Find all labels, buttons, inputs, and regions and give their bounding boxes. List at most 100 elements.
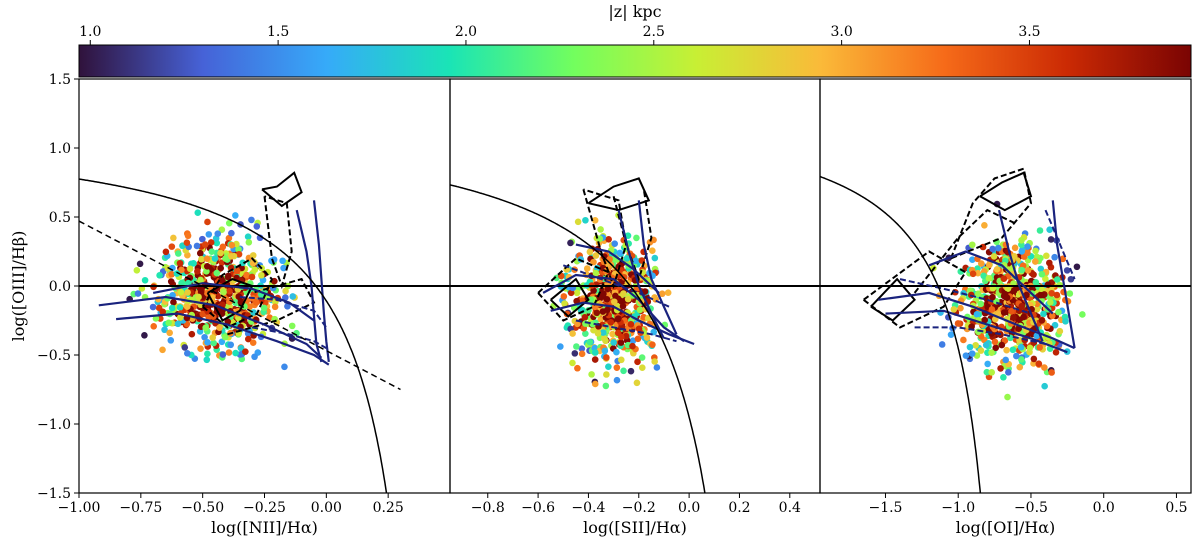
data-point bbox=[992, 344, 1000, 352]
data-point bbox=[168, 271, 175, 278]
data-point bbox=[651, 358, 658, 365]
data-point bbox=[203, 255, 211, 263]
colorbar bbox=[78, 44, 1192, 78]
data-point bbox=[982, 341, 990, 349]
data-point bbox=[1005, 368, 1012, 376]
data-point bbox=[988, 369, 996, 376]
data-point bbox=[161, 326, 168, 334]
data-point bbox=[1030, 271, 1037, 278]
model-grid-navy bbox=[550, 301, 695, 346]
model-grid-black bbox=[550, 277, 590, 318]
data-point bbox=[1053, 291, 1061, 299]
data-point bbox=[282, 294, 289, 301]
data-point bbox=[600, 290, 607, 298]
data-point bbox=[629, 342, 636, 350]
data-point bbox=[218, 276, 225, 284]
data-point bbox=[1036, 344, 1043, 351]
data-point bbox=[605, 363, 612, 370]
data-point bbox=[149, 303, 157, 311]
data-point bbox=[183, 350, 191, 357]
data-point bbox=[218, 226, 226, 233]
data-point bbox=[195, 293, 202, 301]
y-tick-label: 0.5 bbox=[49, 210, 71, 226]
data-point bbox=[184, 289, 191, 296]
data-point bbox=[1032, 247, 1039, 255]
data-point bbox=[605, 236, 612, 243]
data-point bbox=[1048, 289, 1056, 297]
data-point bbox=[251, 266, 259, 273]
data-point bbox=[613, 376, 621, 384]
data-point bbox=[974, 269, 982, 277]
model-grid-navy bbox=[637, 200, 678, 335]
data-point bbox=[194, 209, 202, 217]
data-point bbox=[197, 276, 204, 284]
x-tick-label: −0.75 bbox=[119, 500, 162, 516]
data-point bbox=[251, 353, 258, 361]
data-point bbox=[573, 343, 580, 350]
data-point bbox=[188, 330, 196, 338]
data-point bbox=[613, 364, 621, 371]
colorbar-tick-label: 3.5 bbox=[1018, 24, 1040, 40]
data-point bbox=[248, 273, 256, 281]
model-grid-black-dashed bbox=[949, 167, 1033, 260]
data-point bbox=[1051, 253, 1058, 261]
data-point bbox=[635, 325, 643, 333]
data-point bbox=[228, 229, 235, 237]
demarcation-kewley bbox=[450, 184, 706, 493]
data-point bbox=[590, 287, 597, 294]
data-point bbox=[205, 231, 213, 238]
y-tick-label: −0.5 bbox=[37, 348, 71, 364]
data-point bbox=[969, 270, 977, 278]
x-tick-label: −1.00 bbox=[58, 500, 101, 516]
data-point bbox=[636, 306, 644, 314]
x-tick-label: −0.4 bbox=[571, 500, 605, 516]
data-point bbox=[224, 272, 232, 280]
model-grid-black bbox=[261, 171, 303, 208]
data-point bbox=[597, 226, 604, 233]
data-point bbox=[217, 264, 225, 272]
model-grid-navy-dashed bbox=[1044, 209, 1076, 280]
data-point bbox=[202, 324, 209, 332]
data-point bbox=[1018, 248, 1026, 255]
data-point bbox=[1037, 291, 1045, 299]
data-point bbox=[582, 330, 589, 337]
data-point bbox=[219, 243, 227, 251]
data-point bbox=[611, 240, 619, 248]
data-point bbox=[1020, 313, 1028, 321]
data-point bbox=[569, 330, 576, 337]
data-point bbox=[1067, 275, 1075, 283]
data-point bbox=[607, 319, 615, 326]
data-point bbox=[156, 272, 163, 279]
panel-1: −1.00 −0.75 −0.50 −0.25 0.00 0.25 log([NII]/Hα… bbox=[37, 72, 451, 537]
y-tick-label: 1.0 bbox=[49, 141, 71, 157]
panel-2: −0.8 −0.6 −0.4 −0.2 0.0 0.2 0.4 log([SII]/Hα) bbox=[449, 78, 821, 537]
data-point bbox=[174, 320, 182, 328]
demarcation-kauffmann-line bbox=[79, 220, 401, 391]
x-tick-label: 0.00 bbox=[311, 500, 342, 516]
data-point bbox=[620, 367, 627, 375]
model-grid-navy bbox=[295, 209, 323, 363]
data-point bbox=[592, 252, 600, 259]
data-point bbox=[1000, 275, 1008, 282]
data-point bbox=[136, 260, 144, 268]
data-point bbox=[612, 292, 619, 300]
data-point bbox=[133, 267, 141, 274]
data-point bbox=[589, 320, 596, 328]
model-grid-navy bbox=[878, 291, 1076, 350]
data-point bbox=[266, 314, 273, 321]
data-point bbox=[567, 289, 575, 297]
model-grid-black-dashed bbox=[227, 277, 316, 336]
data-point bbox=[1048, 369, 1055, 376]
data-point bbox=[596, 235, 604, 243]
data-point bbox=[249, 339, 257, 346]
data-point bbox=[950, 306, 958, 313]
x-tick-label: −0.5 bbox=[1014, 500, 1048, 516]
data-point bbox=[1044, 281, 1052, 289]
data-point bbox=[627, 320, 635, 328]
data-point bbox=[150, 322, 158, 330]
data-point bbox=[232, 349, 239, 357]
data-point bbox=[204, 338, 211, 346]
data-point bbox=[1079, 311, 1086, 318]
data-point bbox=[177, 288, 185, 296]
